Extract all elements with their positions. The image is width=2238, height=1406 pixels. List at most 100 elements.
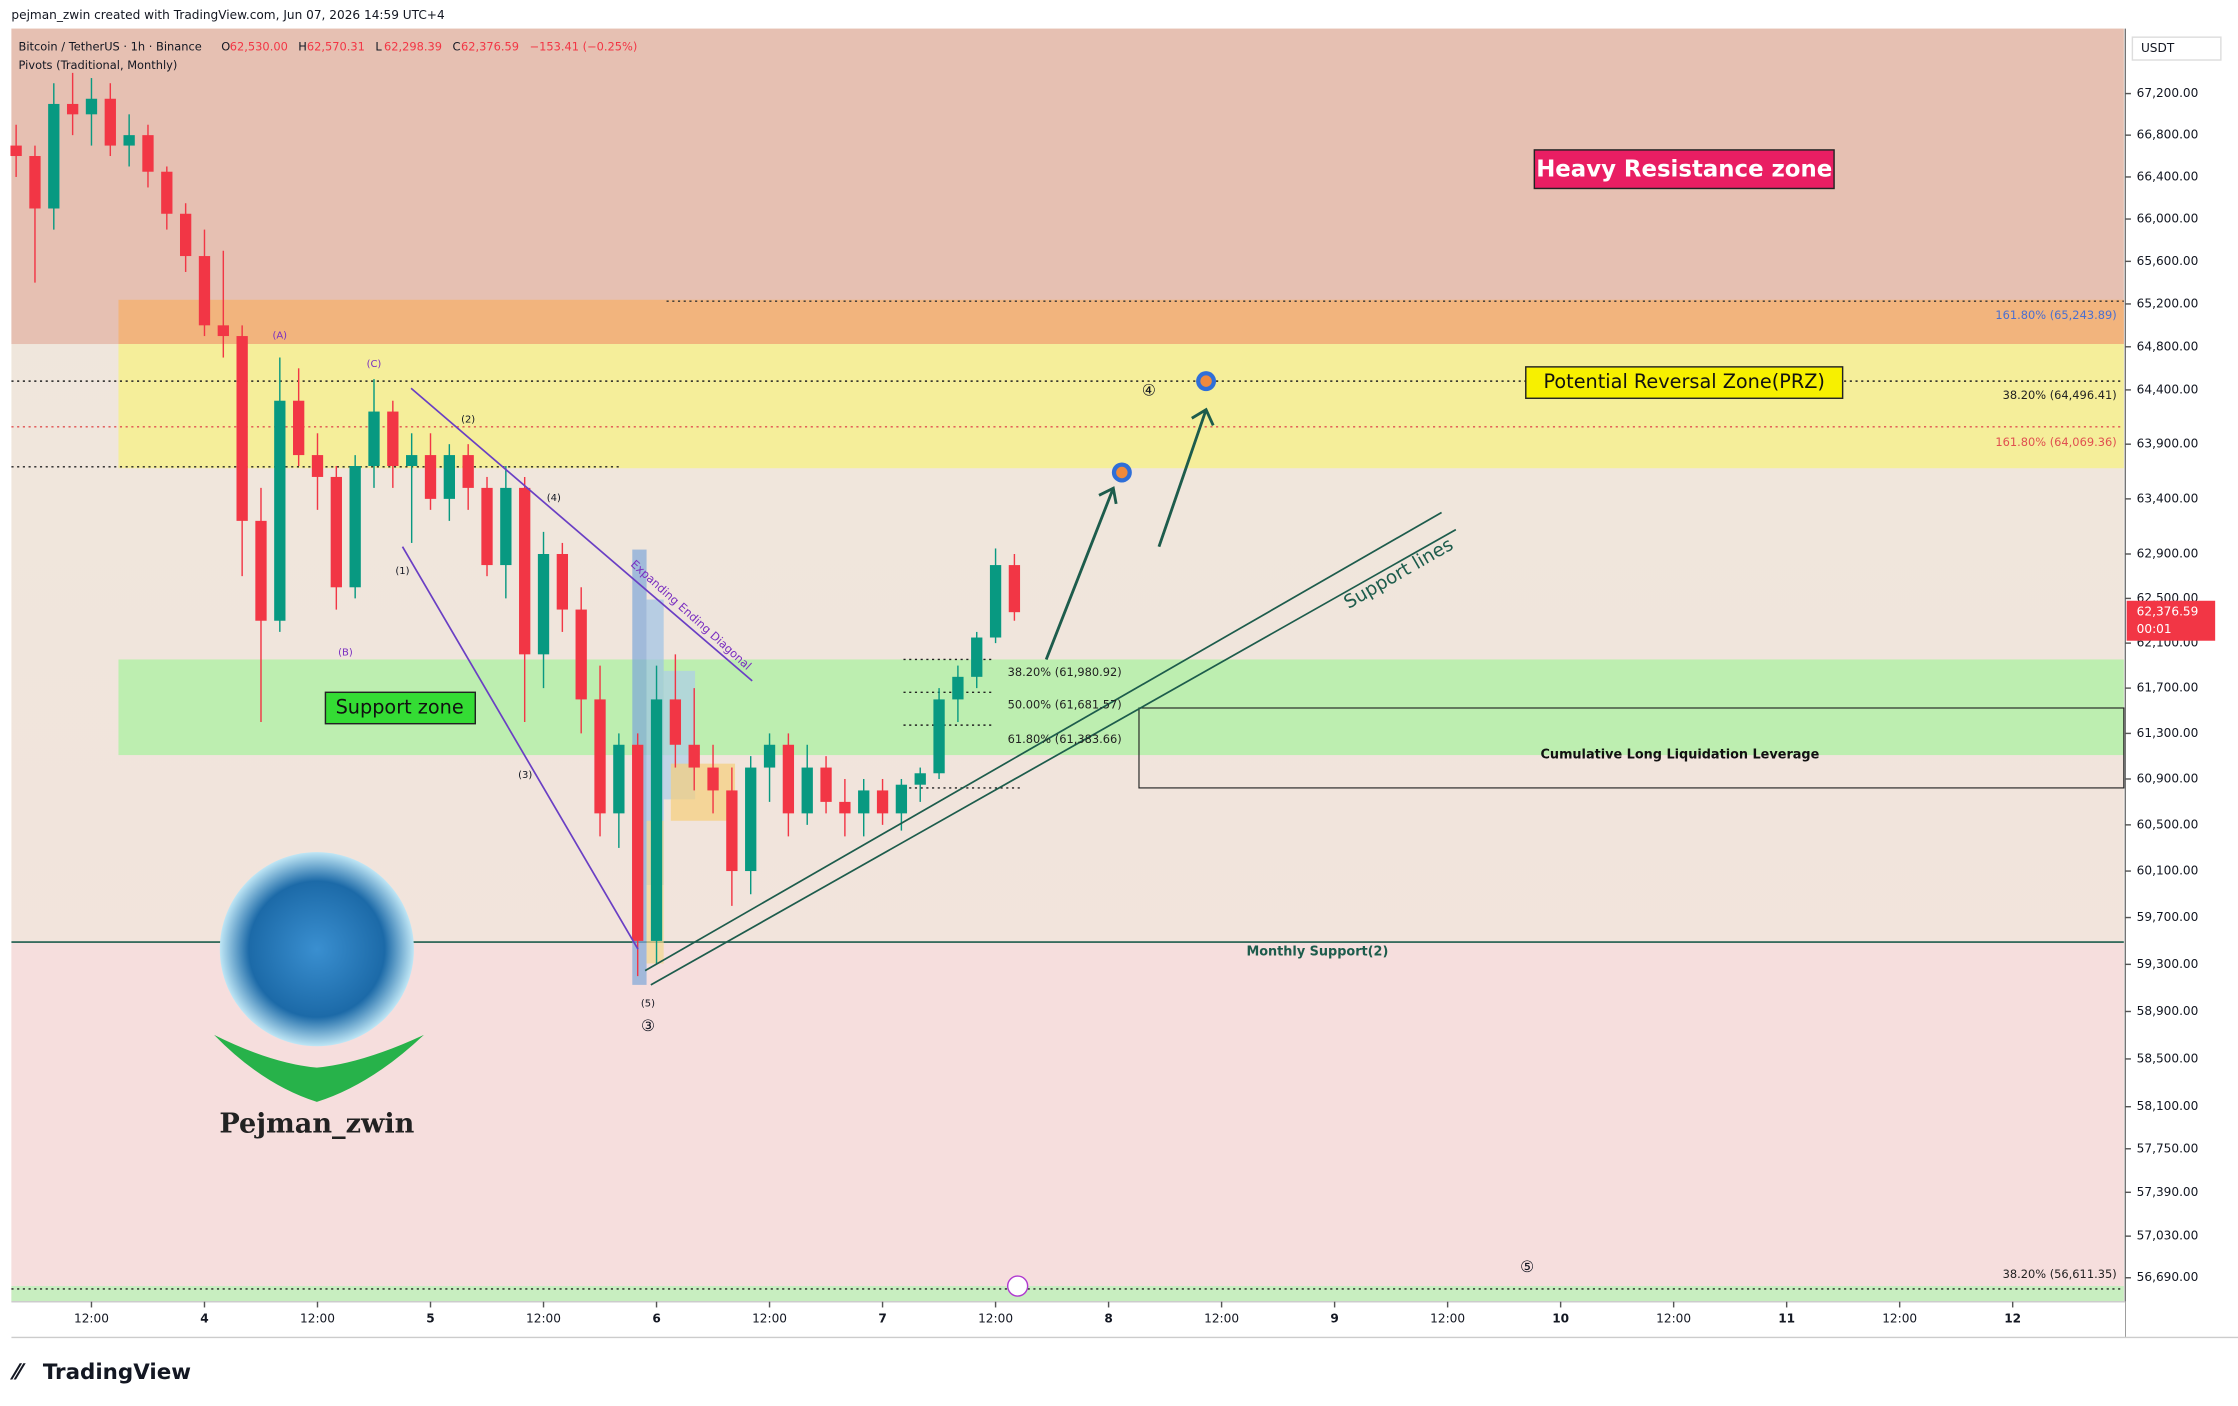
y-tick-label: 62,900.00 xyxy=(2137,546,2199,560)
candle-body xyxy=(839,801,851,814)
candle-body xyxy=(763,744,776,768)
candle-body xyxy=(274,400,286,621)
candle-body xyxy=(85,98,98,115)
y-tick-label: 59,300.00 xyxy=(2137,957,2199,971)
candle-body xyxy=(801,767,813,814)
candle-body xyxy=(537,553,550,655)
symbol: Bitcoin / TetherUS · 1h · Binance xyxy=(19,40,202,54)
candle-body xyxy=(650,699,663,941)
logo xyxy=(219,852,414,1047)
last-price-tag xyxy=(2126,600,2216,641)
candle-body xyxy=(424,455,437,499)
candle-body xyxy=(500,487,512,566)
candle-body xyxy=(217,325,229,337)
candle-body xyxy=(952,676,964,700)
wave-label: ⑤ xyxy=(1520,1257,1534,1276)
candle-body xyxy=(556,553,569,610)
x-tick-label: 10 xyxy=(1552,1311,1569,1325)
fib-label: 38.20% (56,611.35) xyxy=(2003,1267,2117,1281)
candle-body xyxy=(989,565,1002,638)
ohlc-legend: O 62,530.00 H 62,570.31 L 62,298.39 C 62,376.59… xyxy=(221,40,637,54)
fib-label: 161.80% (64,069.36) xyxy=(1995,435,2116,449)
candle-body xyxy=(142,135,154,172)
x-tick-label: 12:00 xyxy=(526,1311,561,1325)
wave-label: (4) xyxy=(547,493,561,504)
price-axis xyxy=(2125,28,2238,1338)
y-tick-label: 66,400.00 xyxy=(2137,169,2199,183)
y-tick-label: 63,400.00 xyxy=(2137,491,2199,505)
candle-body xyxy=(820,767,832,802)
candle-body xyxy=(632,744,644,941)
y-tick-label: 64,400.00 xyxy=(2137,382,2199,396)
indicator: Pivots (Traditional, Monthly) xyxy=(19,58,178,72)
target-icon xyxy=(1200,375,1212,387)
x-tick-label: 5 xyxy=(426,1311,434,1325)
candle-body xyxy=(48,103,60,209)
candle-body xyxy=(104,98,116,146)
candle-body xyxy=(481,487,493,566)
candle-body xyxy=(406,455,418,466)
candle-body xyxy=(707,767,719,791)
zones xyxy=(11,28,2125,1302)
wave-label: (A) xyxy=(272,330,287,341)
wave-label: (B) xyxy=(338,647,353,658)
label-box xyxy=(1525,366,1844,399)
y-tick-label: 59,700.00 xyxy=(2137,910,2199,924)
arrow xyxy=(1044,486,1118,660)
candle-body xyxy=(914,773,926,785)
last-price-label: 62,376.59 xyxy=(2137,605,2199,619)
fib-label: 38.20% (64,496.41) xyxy=(2003,388,2117,402)
label-box xyxy=(1533,149,1835,190)
header: pejman_zwin created with TradingView.com… xyxy=(11,8,445,22)
diagonal-line xyxy=(410,387,753,682)
event-icon xyxy=(1006,1275,1029,1297)
wave-label: (3) xyxy=(518,770,532,781)
support-line xyxy=(644,511,1442,972)
x-tick-label: 4 xyxy=(200,1311,208,1325)
legend-key: H xyxy=(298,40,307,54)
y-tick-label: 58,900.00 xyxy=(2137,1004,2199,1018)
candle-body xyxy=(745,767,757,872)
heavy-resistance-label: Heavy Resistance zone xyxy=(1536,156,1832,182)
candle-body xyxy=(519,487,531,655)
x-tick-label: 12:00 xyxy=(300,1311,335,1325)
legend-key: O xyxy=(221,40,230,54)
y-tick-label: 57,390.00 xyxy=(2137,1185,2199,1199)
orange-zone xyxy=(118,299,2124,345)
candle-body xyxy=(29,156,41,209)
prz-label: Potential Reversal Zone(PRZ) xyxy=(1543,370,1824,393)
y-tick-label: 56,690.00 xyxy=(2137,1270,2199,1284)
candle-body xyxy=(349,466,361,588)
candle-body xyxy=(669,699,682,745)
y-tick-label: 66,800.00 xyxy=(2137,128,2199,142)
candle-body xyxy=(613,744,625,814)
x-tick-label: 12:00 xyxy=(74,1311,109,1325)
axis-labels: 67,200.00 66,800.00 66,400.00 66,000.00 65,6… xyxy=(74,86,2216,1325)
wave-label: ④ xyxy=(1142,381,1156,400)
legend-value: 62,376.59 xyxy=(461,40,519,54)
candle-body xyxy=(330,476,342,588)
candle-body xyxy=(782,744,795,814)
author-name: Pejman_zwin xyxy=(219,1108,414,1139)
candle-body xyxy=(10,145,22,157)
candle-body xyxy=(726,790,738,872)
y-tick-label: 67,200.00 xyxy=(2137,86,2199,100)
candle-body xyxy=(198,256,211,326)
candle-body xyxy=(971,637,983,677)
wave-label: (2) xyxy=(461,415,475,426)
candle-body xyxy=(462,455,474,488)
fib-label: 38.20% (61,980.92) xyxy=(1008,665,1122,679)
support-zone-label: Support zone xyxy=(336,695,464,718)
y-tick-label: 63,900.00 xyxy=(2137,437,2199,451)
legend-change: −153.41 (−0.25%) xyxy=(530,40,638,54)
volume-profile xyxy=(670,763,736,821)
time-axis xyxy=(0,1301,2126,1338)
wave-label: (C) xyxy=(367,359,382,370)
x-tick-label: 12:00 xyxy=(1882,1311,1917,1325)
candle-body xyxy=(594,699,606,814)
support-line xyxy=(650,528,1457,986)
y-tick-label: 65,600.00 xyxy=(2137,254,2199,268)
y-tick-label: 60,100.00 xyxy=(2137,864,2199,878)
candles xyxy=(10,72,1021,977)
